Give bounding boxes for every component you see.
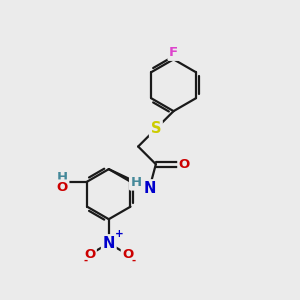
Text: O: O <box>84 248 95 261</box>
Text: -: - <box>131 255 136 266</box>
Text: +: + <box>115 229 124 239</box>
Text: -: - <box>83 255 87 266</box>
Text: H: H <box>130 176 142 189</box>
Text: O: O <box>56 181 68 194</box>
Text: O: O <box>179 158 190 171</box>
Text: F: F <box>169 46 178 59</box>
Text: O: O <box>122 248 134 261</box>
Text: N: N <box>103 236 115 251</box>
Text: S: S <box>151 121 161 136</box>
Text: N: N <box>143 181 156 196</box>
Text: H: H <box>56 171 68 184</box>
